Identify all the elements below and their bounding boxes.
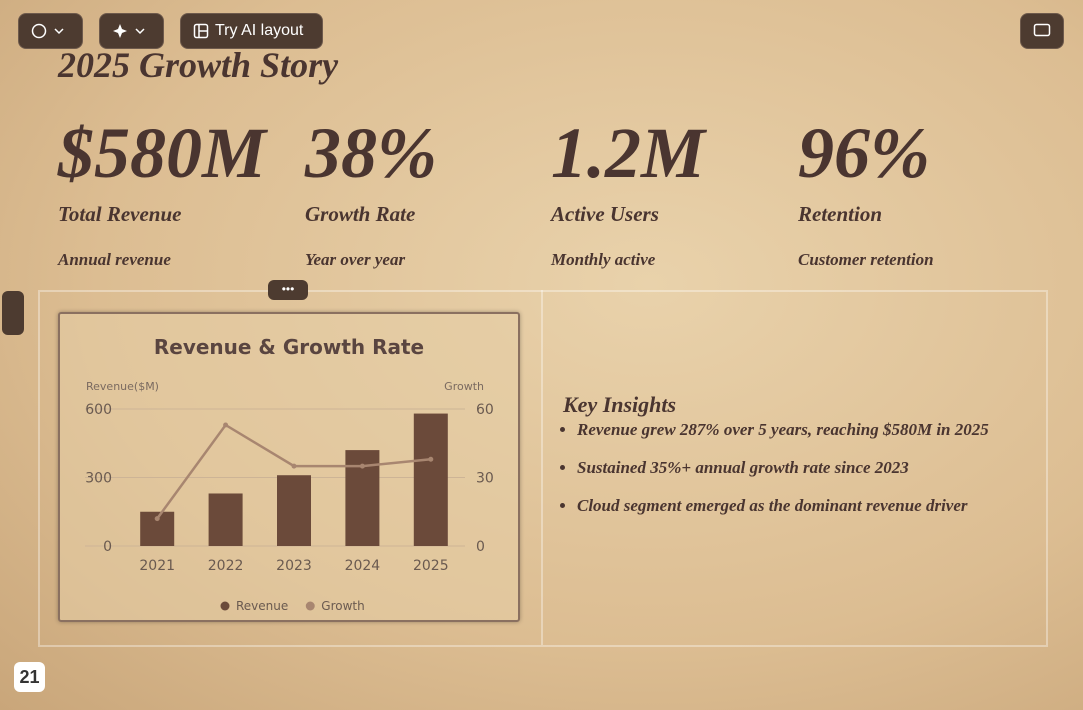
chevron [135,28,145,35]
stat-value: $580M [58,113,267,193]
legend-label: Growth [321,599,364,613]
y-axis-title: Revenue($M) [86,380,159,393]
sparkle-icon [113,24,127,38]
bar [413,413,448,546]
line-point [154,516,160,522]
theme-button[interactable] [18,13,83,49]
drag-handle[interactable]: ••• [268,280,308,300]
legend-label: Revenue [236,599,288,613]
insights-list: Revenue grew 287% over 5 years, reaching… [555,420,989,534]
line-point [359,463,365,469]
ai-button[interactable] [99,13,164,49]
stat-value: 38% [305,113,437,193]
y-tick-label: 600 [85,402,112,418]
stat-note: Annual revenue [58,250,171,269]
x-tick-label: 2023 [276,558,312,574]
stat-label: Total Revenue [58,202,182,226]
x-tick-label: 2024 [345,558,381,574]
x-tick-label: 2021 [139,558,175,574]
legend-marker [220,601,230,611]
stat-label: Growth Rate [305,202,416,226]
stat-note: Monthly active [551,250,656,269]
y-tick-label: 300 [85,471,112,487]
ai-layout-button[interactable]: Try AI layout [180,13,323,49]
stat-note: Year over year [305,250,406,269]
button-label: Try AI layout [215,22,304,39]
insights-title: Key Insights [563,392,677,417]
divider [541,290,543,645]
slide-title: 2025 Growth Story [58,45,339,85]
y2-tick-label: 30 [476,471,494,487]
palette-icon [31,23,47,39]
chart-title: Revenue & Growth Rate [154,335,424,359]
y2-axis-title: Growth [444,380,484,393]
stat-label: Retention [798,202,883,226]
stat-value: 1.2M [551,113,706,193]
line-point [428,456,434,462]
content-frame [38,290,1048,647]
insight-item: Sustained 35%+ annual growth rate since … [577,458,989,478]
comments-button[interactable] [1020,13,1064,49]
line-point [223,422,229,428]
chat-icon [1033,23,1051,37]
x-tick-label: 2022 [208,558,244,574]
chart: Revenue & Growth Rate Revenue($M) Growth 0 3… [85,335,494,613]
bar [277,475,311,546]
stat-value: 96% [798,113,930,193]
legend-marker [305,601,315,611]
insight-item: Cloud segment emerged as the dominant re… [577,496,989,516]
x-tick-label: 2025 [413,558,449,574]
insight-item: Revenue grew 287% over 5 years, reaching… [577,420,989,440]
bar [208,493,243,546]
page-number: 21 [14,662,45,692]
stat-label: Active Users [551,202,659,226]
chart-card: Revenue & Growth Rate Revenue($M) Growth 0 3… [58,312,520,622]
layout-icon [193,23,209,39]
line-point [291,463,297,469]
y2-tick-label: 0 [476,539,485,555]
chevron [54,28,64,35]
side-handle[interactable] [2,291,24,335]
y-tick-label: 0 [103,539,112,555]
y2-tick-label: 60 [476,402,494,418]
stat-note: Customer retention [798,250,934,269]
